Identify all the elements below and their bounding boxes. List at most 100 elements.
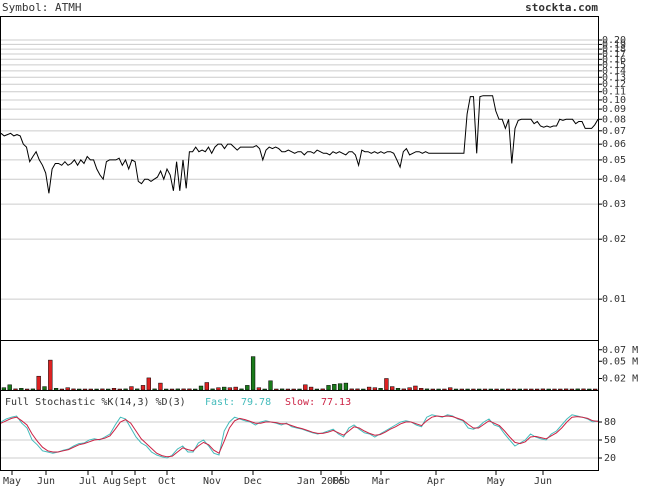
volume-bar xyxy=(477,388,482,391)
x-tick-label: Dec xyxy=(244,476,262,486)
volume-bar xyxy=(453,388,459,391)
volume-bar xyxy=(442,388,447,391)
volume-bar xyxy=(30,388,36,391)
x-tick-label: Apr xyxy=(427,476,445,486)
volume-bar xyxy=(193,388,198,391)
price-tick-label: 0.04 xyxy=(602,174,626,185)
x-tick-label: May xyxy=(3,476,21,486)
volume-bar xyxy=(77,388,82,391)
volume-bar xyxy=(575,388,580,391)
volume-bar xyxy=(540,388,546,391)
volume-bar xyxy=(53,388,59,391)
volume-bar xyxy=(303,384,308,391)
volume-bar xyxy=(48,359,53,391)
volume-bar xyxy=(459,388,464,391)
slow-value: 77.13 xyxy=(321,397,351,408)
volume-bar xyxy=(366,386,372,391)
x-tick-label: May xyxy=(487,476,505,486)
volume-bar xyxy=(7,384,12,391)
stoch-title: Full Stochastic %K(14,3) %D(3) xyxy=(5,397,186,408)
price-tick-label: 0.13 xyxy=(602,72,626,83)
volume-bar xyxy=(135,388,140,391)
volume-bar xyxy=(24,388,30,391)
volume-bar xyxy=(106,388,111,391)
volume-bar xyxy=(407,387,412,391)
volume-bar xyxy=(274,388,279,391)
volume-bar xyxy=(169,388,175,391)
volume-bar xyxy=(297,388,302,391)
price-tick-label: 0.03 xyxy=(602,199,626,210)
volume-bar xyxy=(471,388,476,391)
volume-bar xyxy=(111,388,117,391)
volume-bar xyxy=(256,387,262,391)
price-tick-label: 0.14 xyxy=(602,66,626,77)
site-label: stockta.com xyxy=(525,1,598,14)
stochastic-panel xyxy=(0,390,599,471)
volume-bar xyxy=(222,386,227,391)
volume-bar xyxy=(181,388,186,391)
price-tick-label: 0.12 xyxy=(602,79,626,90)
price-tick-label: 0.20 xyxy=(602,35,626,46)
volume-bar xyxy=(42,386,47,391)
volume-bar xyxy=(349,388,354,391)
symbol-label: Symbol: ATMH xyxy=(2,1,81,14)
price-tick-label: 0.19 xyxy=(602,39,626,50)
volume-bar xyxy=(59,388,65,391)
price-tick-label: 0.15 xyxy=(602,60,626,71)
volume-bar xyxy=(1,387,7,391)
volume-bar xyxy=(546,388,551,391)
volume-bar xyxy=(19,388,24,391)
price-tick-label: 0.08 xyxy=(602,114,626,125)
volume-bar xyxy=(320,388,325,391)
volume-bar xyxy=(100,388,105,391)
x-tick-label: Jun xyxy=(534,476,552,486)
volume-bar xyxy=(204,382,209,391)
volume-bar xyxy=(65,387,70,391)
volume-bar xyxy=(123,388,128,391)
volume-bar xyxy=(419,388,424,391)
volume-bar xyxy=(563,388,569,391)
stoch-tick-label: 80 xyxy=(604,417,616,428)
volume-bar xyxy=(117,388,122,391)
price-tick-label: 0.17 xyxy=(602,49,626,60)
volume-bar xyxy=(506,388,511,391)
volume-bar xyxy=(262,388,267,391)
volume-bar xyxy=(337,383,343,391)
volume-bar xyxy=(355,388,360,391)
volume-panel xyxy=(0,340,599,391)
price-tick-label: 0.16 xyxy=(602,54,626,65)
volume-bar xyxy=(372,387,378,391)
volume-bar xyxy=(291,388,296,391)
x-tick-label: Jun xyxy=(37,476,55,486)
volume-bar xyxy=(500,388,505,391)
volume-bar xyxy=(94,388,99,391)
volume-bar xyxy=(140,385,146,391)
volume-bar xyxy=(210,388,215,391)
volume-bar xyxy=(529,388,534,391)
volume-bar xyxy=(245,385,250,391)
volume-bar xyxy=(227,387,233,391)
price-tick-label: 0.02 xyxy=(602,234,626,245)
price-series-line xyxy=(0,95,599,194)
volume-bar xyxy=(395,388,401,391)
volume-bar xyxy=(534,388,540,391)
x-tick-label: Aug xyxy=(103,476,121,486)
volume-bar xyxy=(581,388,586,391)
volume-bar xyxy=(146,377,151,391)
volume-bar xyxy=(384,378,389,391)
volume-bar xyxy=(569,388,575,391)
volume-bar xyxy=(592,388,598,391)
volume-bar xyxy=(413,385,418,391)
stoch-tick-label: 50 xyxy=(604,435,616,446)
volume-bar xyxy=(523,388,528,391)
volume-bar xyxy=(250,356,256,391)
volume-bar xyxy=(424,388,430,391)
volume-bar xyxy=(308,386,314,391)
volume-bar xyxy=(361,388,366,391)
volume-bar xyxy=(216,387,221,391)
volume-bar xyxy=(552,388,557,391)
volume-tick-label: 0.07 M xyxy=(602,345,638,356)
volume-bar xyxy=(343,382,349,391)
volume-bar xyxy=(488,388,493,391)
